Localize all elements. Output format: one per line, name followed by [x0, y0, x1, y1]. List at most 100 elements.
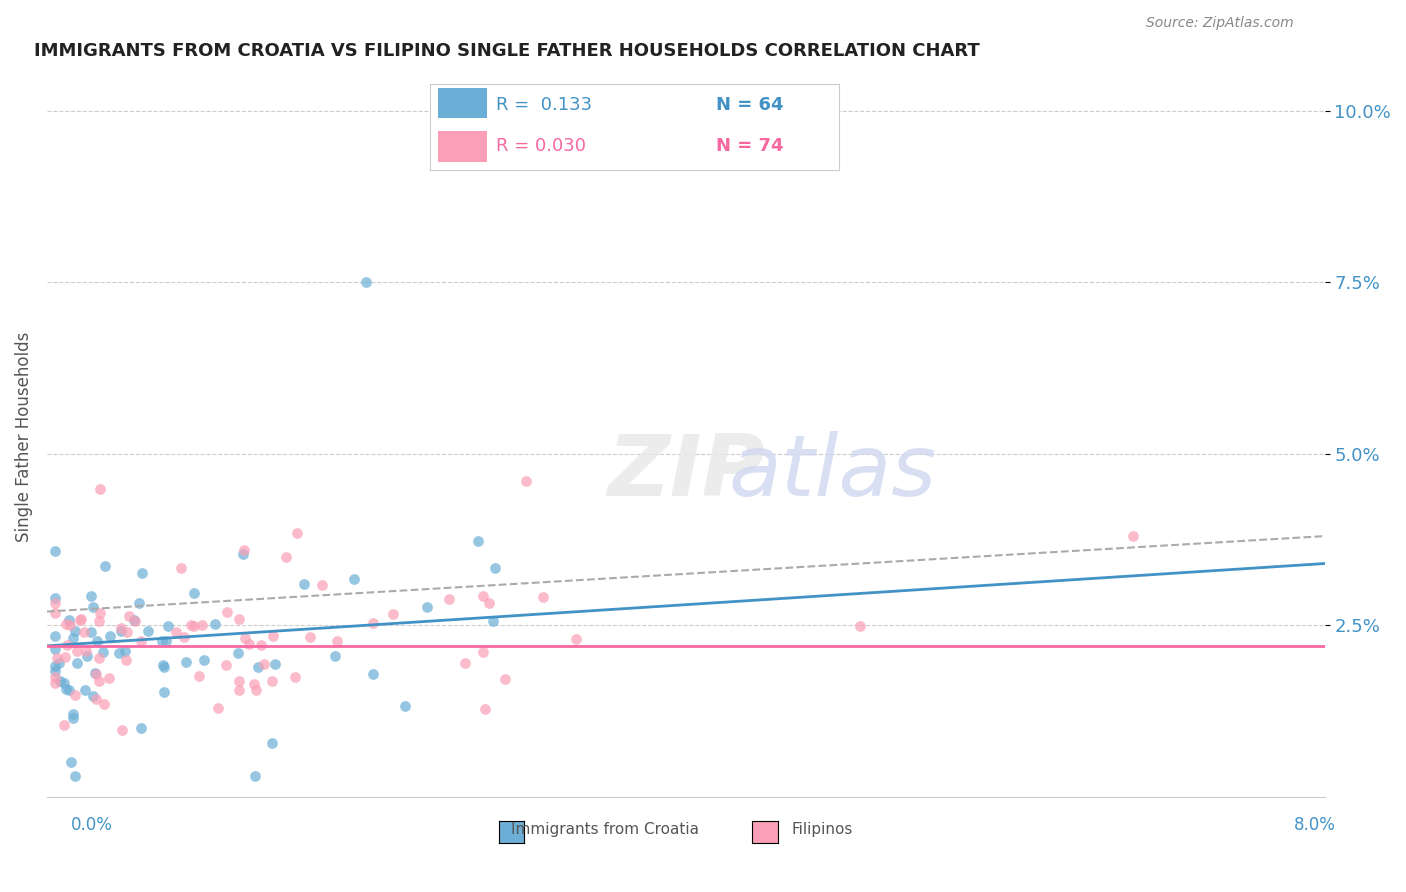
- Point: [110, 621, 132, 635]
- Point: [89, 482, 111, 496]
- Point: [75, 683, 97, 698]
- Text: Source: ZipAtlas.com: Source: ZipAtlas.com: [1146, 16, 1294, 29]
- Point: [72, 624, 94, 639]
- Point: [454, 656, 477, 670]
- Point: [156, 619, 179, 633]
- Text: Immigrants from Croatia: Immigrants from Croatia: [510, 822, 699, 837]
- Point: [531, 590, 554, 604]
- Point: [89, 607, 111, 621]
- Point: [82, 689, 104, 703]
- Point: [98, 629, 121, 643]
- Point: [80, 624, 103, 639]
- Point: [323, 649, 346, 664]
- Point: [59, 755, 82, 769]
- Point: [55, 681, 77, 696]
- Point: [153, 685, 176, 699]
- Point: [44, 629, 66, 643]
- Point: [62, 711, 84, 725]
- Point: [416, 599, 439, 614]
- Point: [122, 613, 145, 627]
- Point: [115, 653, 138, 667]
- Point: [515, 475, 537, 489]
- Point: [262, 736, 284, 750]
- Point: [44, 675, 66, 690]
- Point: [44, 606, 66, 620]
- Text: IMMIGRANTS FROM CROATIA VS FILIPINO SINGLE FATHER HOUSEHOLDS CORRELATION CHART: IMMIGRANTS FROM CROATIA VS FILIPINO SING…: [34, 42, 980, 60]
- Point: [110, 624, 132, 639]
- Point: [111, 723, 134, 738]
- Point: [69, 612, 91, 626]
- Point: [65, 769, 87, 783]
- Point: [565, 632, 588, 646]
- Point: [183, 586, 205, 600]
- Point: [62, 706, 84, 721]
- Point: [228, 682, 250, 697]
- Point: [264, 657, 287, 671]
- Point: [235, 632, 257, 646]
- Point: [63, 624, 86, 638]
- Point: [128, 596, 150, 610]
- Point: [80, 590, 103, 604]
- Point: [471, 645, 494, 659]
- Point: [84, 691, 107, 706]
- Point: [44, 543, 66, 558]
- Point: [356, 276, 378, 290]
- Point: [53, 650, 76, 665]
- Point: [52, 717, 75, 731]
- Point: [165, 625, 187, 640]
- Point: [76, 648, 98, 663]
- Point: [193, 653, 215, 667]
- Point: [253, 657, 276, 671]
- Point: [1122, 529, 1144, 543]
- Point: [44, 664, 66, 678]
- Point: [246, 660, 269, 674]
- Point: [44, 641, 66, 656]
- Point: [292, 577, 315, 591]
- Point: [245, 682, 267, 697]
- Point: [150, 634, 173, 648]
- Point: [243, 769, 266, 783]
- Point: [381, 607, 404, 622]
- Point: [82, 599, 104, 614]
- Point: [49, 674, 72, 689]
- Point: [87, 651, 110, 665]
- Point: [242, 677, 264, 691]
- Point: [394, 698, 416, 713]
- Point: [361, 667, 384, 681]
- Point: [69, 613, 91, 627]
- Point: [152, 660, 174, 674]
- Point: [361, 615, 384, 630]
- Point: [58, 683, 80, 698]
- Point: [44, 670, 66, 684]
- Point: [155, 633, 177, 648]
- Point: [494, 672, 516, 686]
- Point: [204, 617, 226, 632]
- Point: [326, 633, 349, 648]
- Point: [285, 525, 308, 540]
- Point: [188, 669, 211, 683]
- Point: [89, 673, 111, 688]
- Point: [131, 566, 153, 581]
- Point: [52, 675, 75, 690]
- Point: [44, 596, 66, 610]
- Point: [849, 619, 872, 633]
- Point: [124, 614, 146, 628]
- Point: [152, 657, 174, 672]
- Point: [86, 634, 108, 648]
- Point: [170, 561, 193, 575]
- Point: [173, 631, 195, 645]
- Point: [62, 632, 84, 646]
- Point: [298, 630, 321, 644]
- Point: [136, 624, 159, 638]
- Text: atlas: atlas: [728, 431, 936, 514]
- Point: [478, 596, 501, 610]
- Point: [260, 674, 283, 689]
- Text: ZIP: ZIP: [607, 431, 765, 514]
- Point: [58, 613, 80, 627]
- Point: [183, 619, 205, 633]
- Point: [238, 636, 260, 650]
- Point: [482, 614, 505, 628]
- Point: [228, 673, 250, 688]
- Point: [284, 670, 307, 684]
- Point: [262, 629, 284, 643]
